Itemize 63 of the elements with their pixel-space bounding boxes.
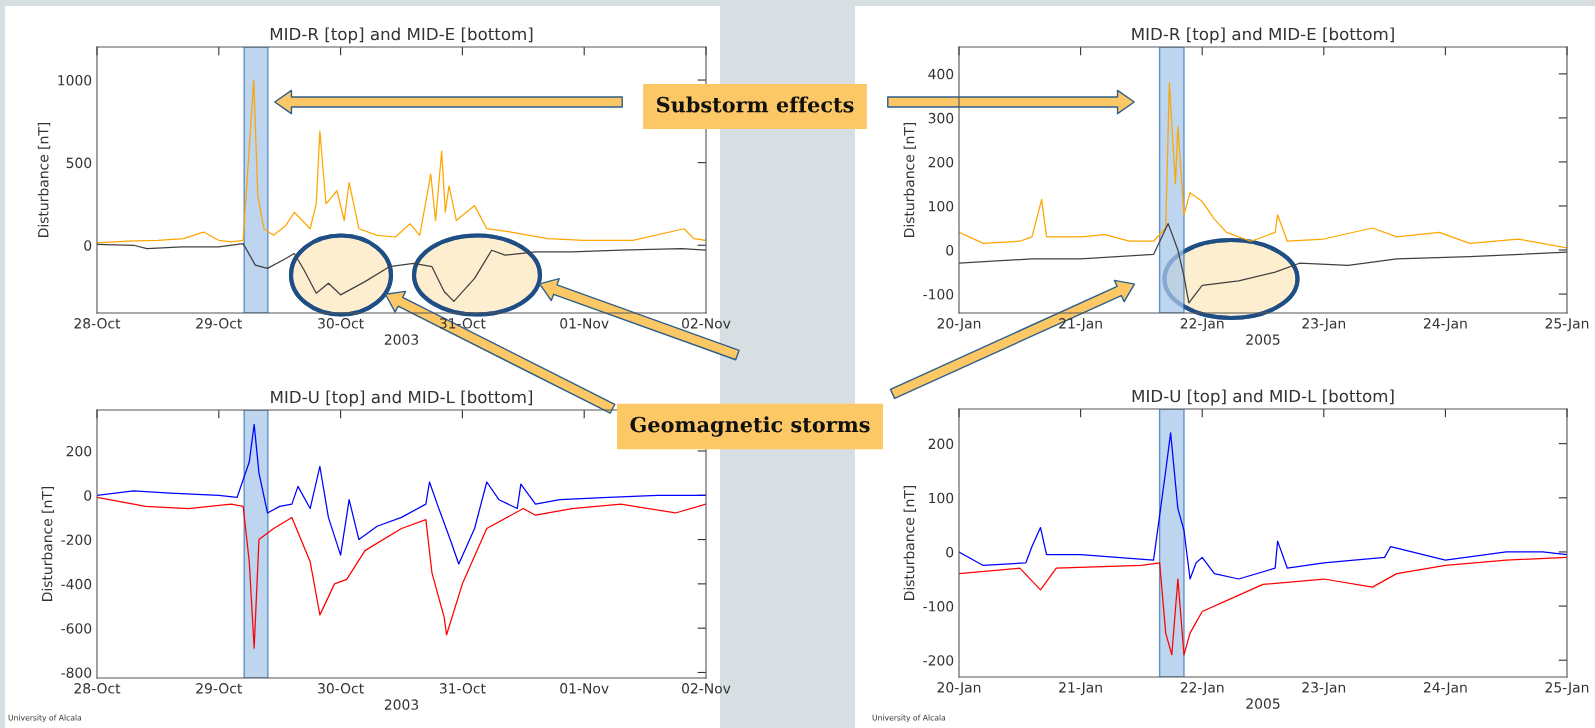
- x-tick-label: 22-Jan: [1180, 318, 1224, 332]
- x-tick-label: 28-Oct: [74, 318, 121, 329]
- annotation: Geomagnetic storms: [630, 416, 870, 437]
- y-tick-label: -800: [61, 667, 92, 678]
- x-tick-label: 24-Jan: [1423, 682, 1467, 696]
- y-tick-label: -200: [61, 534, 92, 546]
- x-tick-label: 23-Jan: [1302, 682, 1346, 696]
- y-axis-title: Disturbance [nT]: [903, 122, 917, 237]
- y-tick-label: -400: [61, 578, 92, 590]
- x-tick-label: 31-Oct: [439, 683, 486, 694]
- x-tick-label: 02-Nov: [682, 318, 731, 329]
- y-axis-title: Disturbance [nT]: [903, 485, 917, 600]
- line-series: [97, 496, 706, 649]
- line-series: [959, 82, 1567, 249]
- chart-title: MID-R [top] and MID-E [bottom]: [270, 27, 533, 44]
- y-tick-label: 1000: [58, 75, 92, 86]
- x-tick-label: 21-Jan: [1059, 318, 1102, 332]
- y-tick-label: -200: [923, 655, 954, 666]
- x-tick-label: 29-Oct: [196, 683, 243, 694]
- x-tick-label: 25-Jan: [1545, 318, 1589, 332]
- y-tick-label: 200: [928, 438, 954, 450]
- line-series: [959, 556, 1567, 656]
- y-tick-label: 100: [929, 200, 954, 212]
- y-tick-label: 0: [84, 490, 92, 501]
- y-tick-label: 300: [928, 112, 954, 124]
- x-tick-label: 01-Nov: [560, 683, 609, 694]
- x-axis-title: 2005: [1246, 334, 1280, 345]
- y-tick-label: 200: [928, 156, 954, 168]
- y-tick-label: 0: [84, 240, 92, 251]
- y-tick-label: 0: [946, 546, 954, 558]
- chart-title: MID-R [top] and MID-E [bottom]: [1132, 27, 1394, 44]
- x-tick-label: 29-Oct: [196, 318, 243, 329]
- x-tick-label: 02-Nov: [682, 683, 731, 694]
- x-axis-title: 2003: [384, 699, 419, 710]
- x-tick-label: 28-Oct: [74, 683, 121, 694]
- x-axis-title: 2005: [1246, 698, 1280, 709]
- x-tick-label: 22-Jan: [1180, 682, 1224, 696]
- y-tick-label: 0: [946, 244, 954, 256]
- line-series: [959, 222, 1567, 304]
- x-tick-label: 30-Oct: [318, 318, 364, 329]
- y-tick-label: 400: [928, 68, 954, 80]
- y-tick-label: -100: [923, 601, 954, 612]
- x-tick-label: 01-Nov: [560, 318, 609, 329]
- chart-title: MID-U [top] and MID-L [bottom]: [1132, 389, 1394, 406]
- annotation: Substorm effects: [657, 96, 854, 113]
- line-series: [97, 242, 706, 303]
- y-axis-title: Disturbance [nT]: [37, 122, 51, 237]
- y-tick-label: 200: [66, 445, 92, 457]
- x-tick-label: 24-Jan: [1423, 318, 1467, 332]
- x-tick-label: 23-Jan: [1302, 318, 1346, 332]
- x-tick-label: 30-Oct: [318, 683, 364, 694]
- y-tick-label: -100: [923, 289, 954, 300]
- x-tick-label: 21-Jan: [1059, 682, 1102, 696]
- y-tick-label: 500: [66, 157, 92, 169]
- line-series: [959, 432, 1567, 580]
- x-tick-label: 20-Jan: [937, 318, 981, 332]
- y-tick-label: 100: [929, 492, 954, 504]
- chart-title: MID-U [top] and MID-L [bottom]: [271, 390, 533, 407]
- x-axis-title: 2003: [384, 334, 419, 345]
- y-axis-title: Disturbance [nT]: [41, 486, 55, 601]
- y-tick-label: -600: [61, 623, 92, 634]
- x-tick-label: 20-Jan: [937, 682, 981, 696]
- x-tick-label: 25-Jan: [1545, 682, 1589, 696]
